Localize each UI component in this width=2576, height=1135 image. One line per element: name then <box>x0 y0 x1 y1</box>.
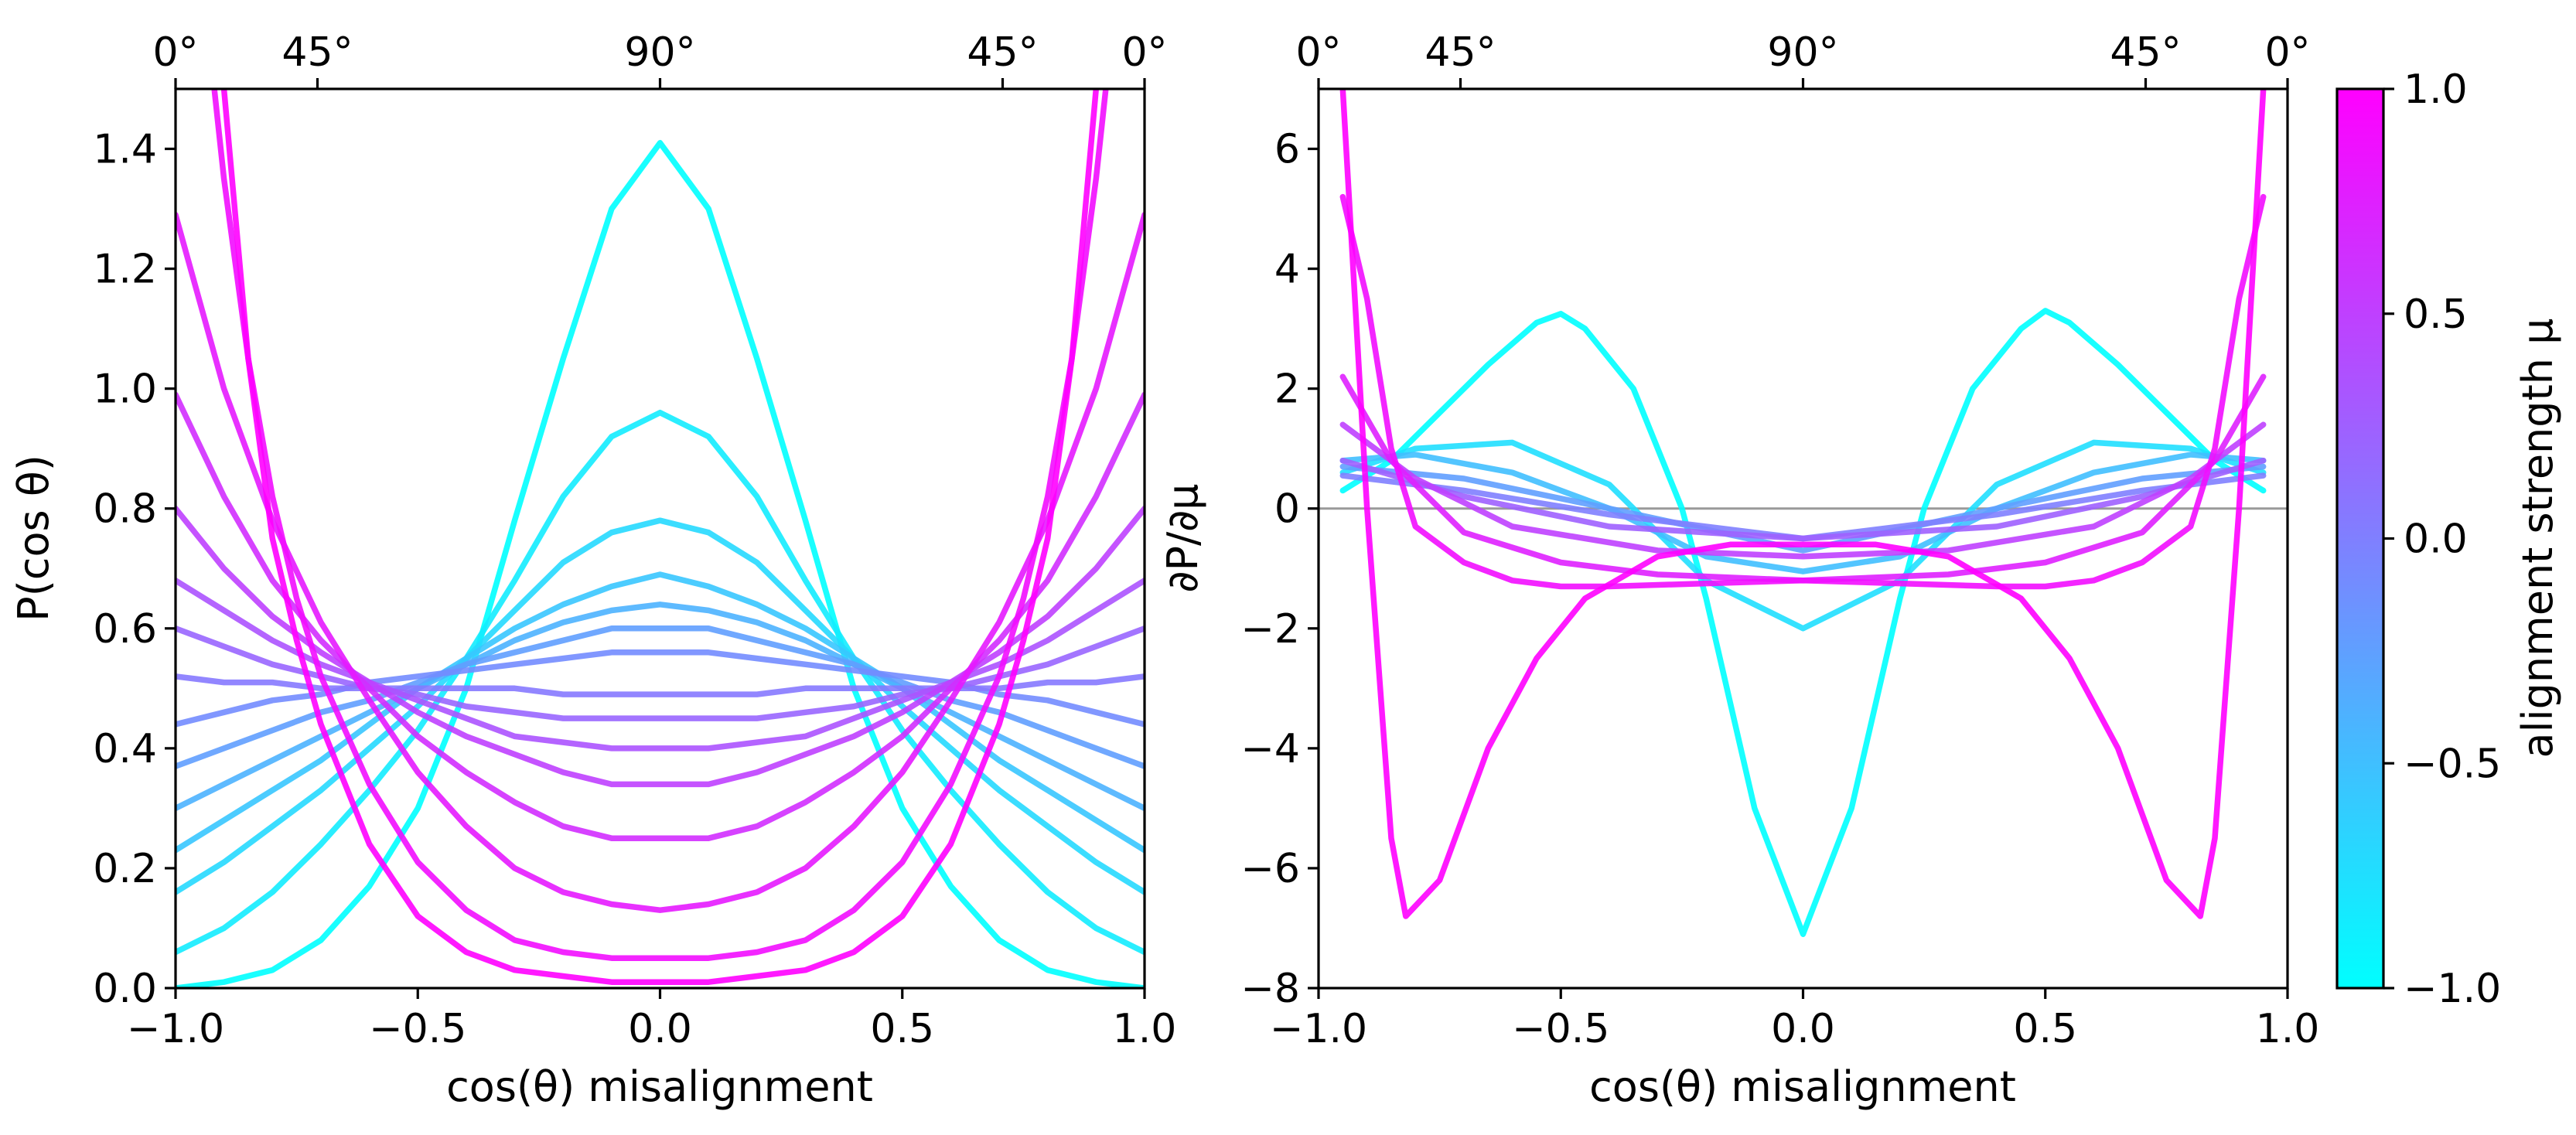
left-top-tick-label: 90° <box>624 29 695 76</box>
right-y-axis-label: ∂P/∂μ <box>1158 484 1207 593</box>
left-panel: −1.0 −0.5 0.0 0.5 1.0 0.0 0.2 0.4 0.6 0.8 1.0 1.2 1… <box>9 29 1176 1111</box>
colorbar-ticks: −1.0 −0.5 0.0 0.5 1.0 <box>2383 66 2501 1012</box>
right-top-tick-label: 90° <box>1767 29 1838 76</box>
left-top-tick-label: 45° <box>281 29 353 76</box>
right-y-tick-label: −6 <box>1240 846 1300 892</box>
colorbar-tick-label: −0.5 <box>2404 741 2501 787</box>
colorbar-tick-label: −1.0 <box>2404 966 2501 1012</box>
right-series-line-5 <box>1339 457 2267 542</box>
right-series-line-9 <box>1339 89 2267 919</box>
left-series-line-13 <box>211 89 1109 961</box>
left-x-ticks: −1.0 −0.5 0.0 0.5 1.0 <box>127 988 1176 1052</box>
colorbar-tick-label: 1.0 <box>2404 66 2468 113</box>
right-x-tick-label: 0.5 <box>2013 1006 2077 1052</box>
right-x-tick-label: −1.0 <box>1270 1006 1367 1052</box>
right-top-tick-label: 45° <box>1424 29 1496 76</box>
right-y-tick-label: −2 <box>1240 606 1300 653</box>
left-top-tick-label: 0° <box>1121 29 1167 76</box>
left-series-line-3 <box>176 571 1145 854</box>
right-x-tick-label: −0.5 <box>1512 1006 1609 1052</box>
right-top-tick-label: 0° <box>2264 29 2310 76</box>
colorbar-tick-label: 0.5 <box>2404 291 2468 338</box>
right-series-line-8 <box>1339 193 2267 590</box>
right-series-line-1 <box>1339 439 2267 632</box>
colorbar-label: alignment strength μ <box>2513 319 2562 758</box>
colorbar-gradient <box>2337 89 2383 988</box>
left-y-tick-label: 1.4 <box>93 127 157 173</box>
right-x-axis-label: cos(θ) misalignment <box>1589 1062 2016 1111</box>
left-series-line-10 <box>176 505 1145 788</box>
right-top-tick-label: 0° <box>1295 29 1341 76</box>
left-series-line-4 <box>176 602 1145 812</box>
right-panel: −1.0 −0.5 0.0 0.5 1.0 −8 −6 −4 −2 0 2 4 6 0° 45° 90° 4… <box>1158 29 2319 1111</box>
colorbar-tick-label: 0.0 <box>2404 516 2468 563</box>
left-top-tick-label: 0° <box>152 29 198 76</box>
right-y-tick-label: −4 <box>1240 726 1300 772</box>
left-x-tick-label: 0.5 <box>870 1006 934 1052</box>
right-y-ticks: −8 −6 −4 −2 0 2 4 6 <box>1240 127 1319 1012</box>
right-series-line-0 <box>1339 308 2267 937</box>
left-x-tick-label: 0.0 <box>628 1006 692 1052</box>
left-y-tick-label: 0.0 <box>93 966 157 1012</box>
left-series-line-11 <box>176 391 1145 841</box>
right-series-line-2 <box>1339 452 2267 574</box>
right-y-tick-label: 2 <box>1274 366 1300 413</box>
left-series-line-0 <box>176 140 1145 988</box>
right-x-tick-label: 0.0 <box>1771 1006 1835 1052</box>
colorbar: −1.0 −0.5 0.0 0.5 1.0 alignment strength μ <box>2335 66 2562 1012</box>
left-x-tick-label: 1.0 <box>1113 1006 1177 1052</box>
left-series-line-8 <box>176 625 1145 721</box>
left-top-ticks: 0° 45° 90° 45° 0° <box>152 29 1168 89</box>
right-x-ticks: −1.0 −0.5 0.0 0.5 1.0 <box>1270 988 2319 1052</box>
right-top-ticks: 0° 45° 90° 45° 0° <box>1295 29 2311 89</box>
left-x-tick-label: −0.5 <box>369 1006 466 1052</box>
left-y-tick-label: 0.4 <box>93 726 157 772</box>
left-y-tick-label: 1.0 <box>93 366 157 413</box>
right-top-tick-label: 45° <box>2110 29 2181 76</box>
right-y-tick-label: 0 <box>1274 486 1300 533</box>
left-y-tick-label: 1.2 <box>93 247 157 293</box>
left-series-line-14 <box>220 89 1100 985</box>
left-x-tick-label: −1.0 <box>127 1006 224 1052</box>
left-top-tick-label: 45° <box>967 29 1038 76</box>
left-series-line-9 <box>176 578 1145 752</box>
right-series-group <box>1339 89 2267 937</box>
left-series-line-12 <box>176 212 1145 913</box>
left-series-group <box>176 89 1145 988</box>
left-x-axis-label: cos(θ) misalignment <box>446 1062 873 1111</box>
right-x-tick-label: 1.0 <box>2256 1006 2320 1052</box>
right-y-tick-label: −8 <box>1240 966 1300 1012</box>
left-y-axis-label: P(cos θ) <box>9 455 58 622</box>
left-series-line-2 <box>176 517 1145 895</box>
left-series-line-1 <box>176 409 1145 956</box>
right-y-tick-label: 6 <box>1274 127 1300 173</box>
left-plot-frame <box>174 87 1146 990</box>
left-series-line-7 <box>176 673 1145 697</box>
right-y-tick-label: 4 <box>1274 247 1300 293</box>
left-y-tick-label: 0.2 <box>93 846 157 892</box>
right-series-line-3 <box>1339 463 2267 554</box>
left-y-ticks: 0.0 0.2 0.4 0.6 0.8 1.0 1.2 1.4 <box>93 127 176 1012</box>
left-y-tick-label: 0.8 <box>93 486 157 533</box>
right-series-line-6 <box>1339 421 2267 560</box>
left-y-tick-label: 0.6 <box>93 606 157 653</box>
